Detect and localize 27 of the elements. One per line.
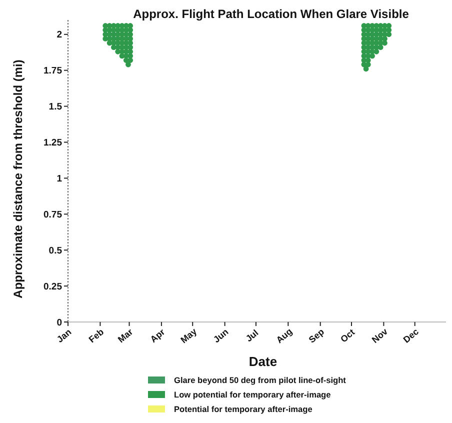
x-tick-label: Jul [244,328,260,344]
x-tick-label: Oct [338,327,357,344]
y-tick-label: 1.5 [48,102,63,113]
x-tick-label: Apr [148,326,168,345]
legend-label: Glare beyond 50 deg from pilot line-of-sight [174,374,346,385]
x-tick-label: May [178,326,199,346]
x-tick-label: Jun [212,326,230,345]
y-tick-label: 0 [56,317,62,328]
x-tick-label: Mar [116,326,136,345]
y-tick-label: 1.75 [44,66,63,77]
x-tick-label: Aug [274,326,294,346]
y-axis-title: Approximate distance from threshold (mi) [11,60,25,298]
x-tick-label: Feb [86,326,106,345]
x-tick-label: Sep [306,326,326,345]
y-tick-label: 0.25 [44,281,63,292]
y-tick-label: 0.75 [44,209,63,220]
y-tick-label: 2 [56,30,62,41]
y-tick-label: 1.25 [44,138,63,149]
legend-label: Low potential for temporary after-image [174,389,332,400]
x-axis-title: Date [248,354,278,369]
chart-title: Approx. Flight Path Location When Glare Visible [133,7,410,21]
x-tick-label: Nov [370,326,390,345]
x-tick-label: Dec [401,326,420,345]
legend-label: Potential for temporary after-image [174,404,313,414]
y-tick-label: 1 [56,174,63,185]
y-tick-label: 0.5 [48,245,63,256]
x-tick-label: Jan [54,326,74,345]
